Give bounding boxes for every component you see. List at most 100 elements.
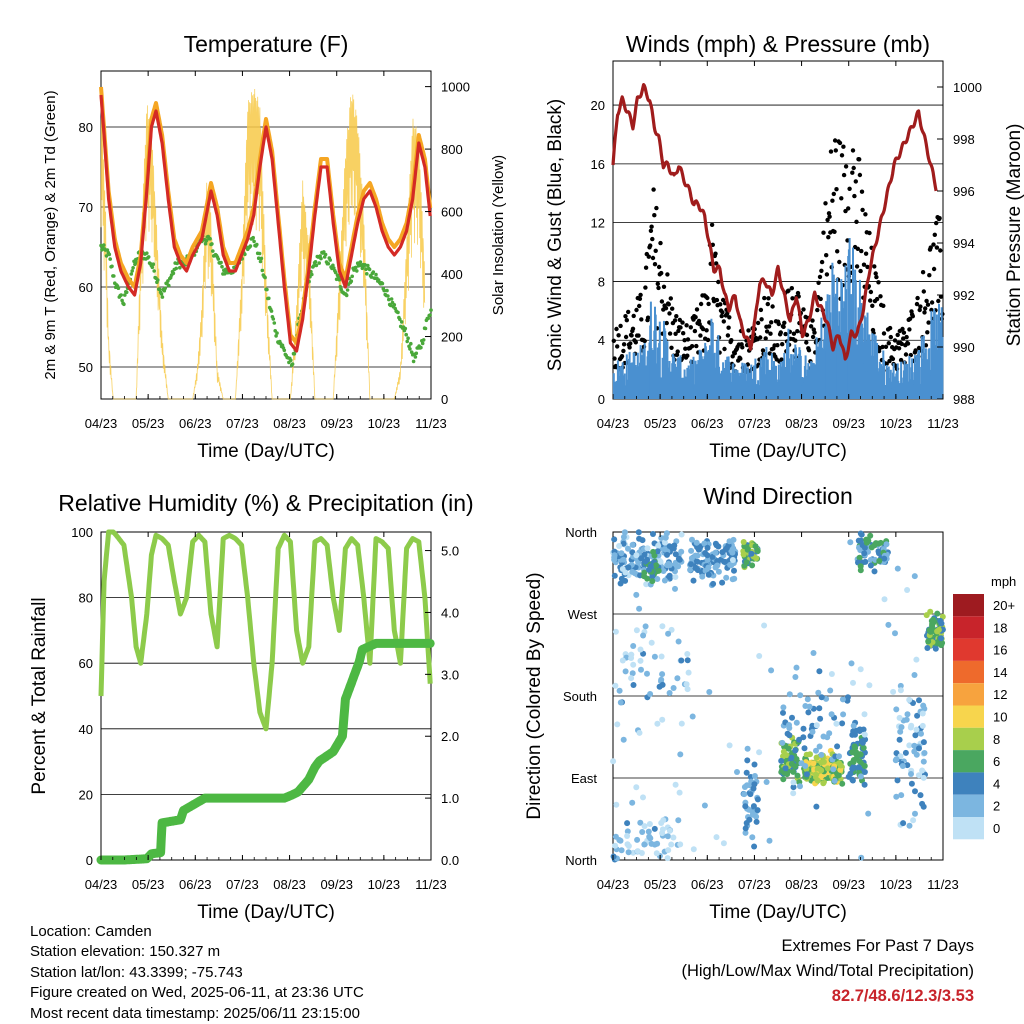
direction-point (867, 532, 874, 539)
direction-point (694, 558, 701, 565)
colorbar-unit-label: mph (991, 574, 1016, 589)
winds-title: Winds (mph) & Pressure (mb) (626, 31, 930, 57)
dewpoint-point (251, 235, 255, 240)
direction-point (916, 697, 922, 704)
direction-point (911, 573, 918, 580)
gust-point (823, 201, 828, 206)
dewpoint-point (399, 320, 404, 324)
dewpoint-point (211, 249, 215, 253)
gust-point (685, 353, 690, 358)
direction-point (629, 799, 636, 806)
dewpoint-point (429, 308, 433, 312)
direction-point (624, 833, 631, 839)
direction-point (857, 530, 864, 537)
direction-point (678, 657, 685, 664)
direction-point (924, 645, 931, 651)
direction-point (906, 822, 913, 829)
gust-point (621, 348, 626, 354)
direction-point (641, 841, 648, 848)
direction-point (640, 632, 647, 639)
dewpoint-point (292, 352, 297, 356)
gust-point (626, 309, 631, 315)
direction-point (849, 776, 856, 783)
direction-point (637, 819, 644, 826)
x-tick-label: 09/23 (320, 877, 353, 892)
y-tick-label: West (568, 607, 598, 622)
gust-point (887, 358, 892, 364)
direction-point (883, 541, 890, 548)
direction-point (919, 800, 926, 807)
direction-point (622, 668, 629, 675)
dewpoint-point (310, 272, 314, 277)
colorbar-level-label: 16 (993, 643, 1007, 658)
gust-point (929, 300, 935, 305)
direction-point (828, 671, 835, 677)
colorbar-swatch (953, 616, 984, 639)
gust-point (904, 334, 909, 340)
direction-point (896, 736, 903, 743)
dewpoint-point (411, 359, 416, 364)
gust-point (716, 279, 721, 285)
direction-point (893, 756, 900, 763)
dewpoint-point (219, 260, 223, 265)
direction-point (818, 767, 825, 774)
extremes-values: 82.7/48.6/12.3/3.53 (831, 987, 974, 1005)
gust-point (852, 193, 857, 199)
direction-point (790, 784, 797, 791)
direction-point (813, 803, 820, 810)
direction-point (861, 731, 868, 738)
direction-point (630, 661, 637, 668)
gust-point (783, 331, 788, 337)
direction-point (689, 536, 695, 543)
x-tick-label: 10/23 (368, 877, 401, 892)
direction-point (705, 571, 712, 578)
direction-point (813, 722, 820, 729)
direction-point (746, 816, 753, 823)
y-left-tick-label: 0 (598, 392, 605, 407)
dewpoint-point (265, 287, 269, 292)
dewpoint-point (131, 266, 135, 270)
direction-point (766, 837, 773, 844)
gust-point (725, 333, 731, 338)
direction-point (715, 568, 722, 575)
direction-point (688, 561, 694, 568)
direction-point (666, 690, 673, 696)
direction-point (620, 556, 627, 563)
dewpoint-point (146, 255, 151, 259)
dewpoint-point (374, 272, 378, 277)
dewpoint-point (354, 265, 358, 270)
direction-point (684, 686, 691, 693)
gust-point (830, 198, 835, 203)
direction-point (893, 750, 900, 757)
y-left-tick-label: 60 (79, 656, 93, 671)
gust-point (918, 304, 923, 309)
direction-point (628, 655, 635, 661)
gust-point (704, 328, 709, 333)
direction-point (638, 666, 644, 673)
dewpoint-point (248, 244, 253, 248)
direction-point (756, 653, 763, 659)
gust-point (929, 307, 934, 313)
y-right-tick-label: 988 (953, 392, 975, 407)
gust-point (847, 186, 852, 191)
direction-point (768, 667, 775, 674)
dewpoint-point (116, 286, 121, 291)
gust-point (905, 341, 911, 346)
gust-point (824, 253, 829, 258)
direction-point (861, 711, 868, 718)
extremes-box: Extremes For Past 7 Days (High/Low/Max W… (681, 934, 974, 1009)
direction-point (648, 639, 655, 646)
direction-point (634, 848, 641, 855)
direction-point (792, 747, 799, 754)
direction-point (643, 581, 650, 588)
direction-point (744, 546, 751, 553)
gust-point (638, 292, 643, 298)
x-tick-label: 09/23 (832, 416, 865, 431)
sonic-wind-series (612, 238, 944, 399)
dewpoint-point (216, 257, 221, 261)
direction-point (930, 616, 937, 623)
gust-point (865, 264, 870, 270)
direction-point (920, 774, 927, 781)
direction-point (853, 727, 860, 734)
gust-point (700, 326, 706, 332)
